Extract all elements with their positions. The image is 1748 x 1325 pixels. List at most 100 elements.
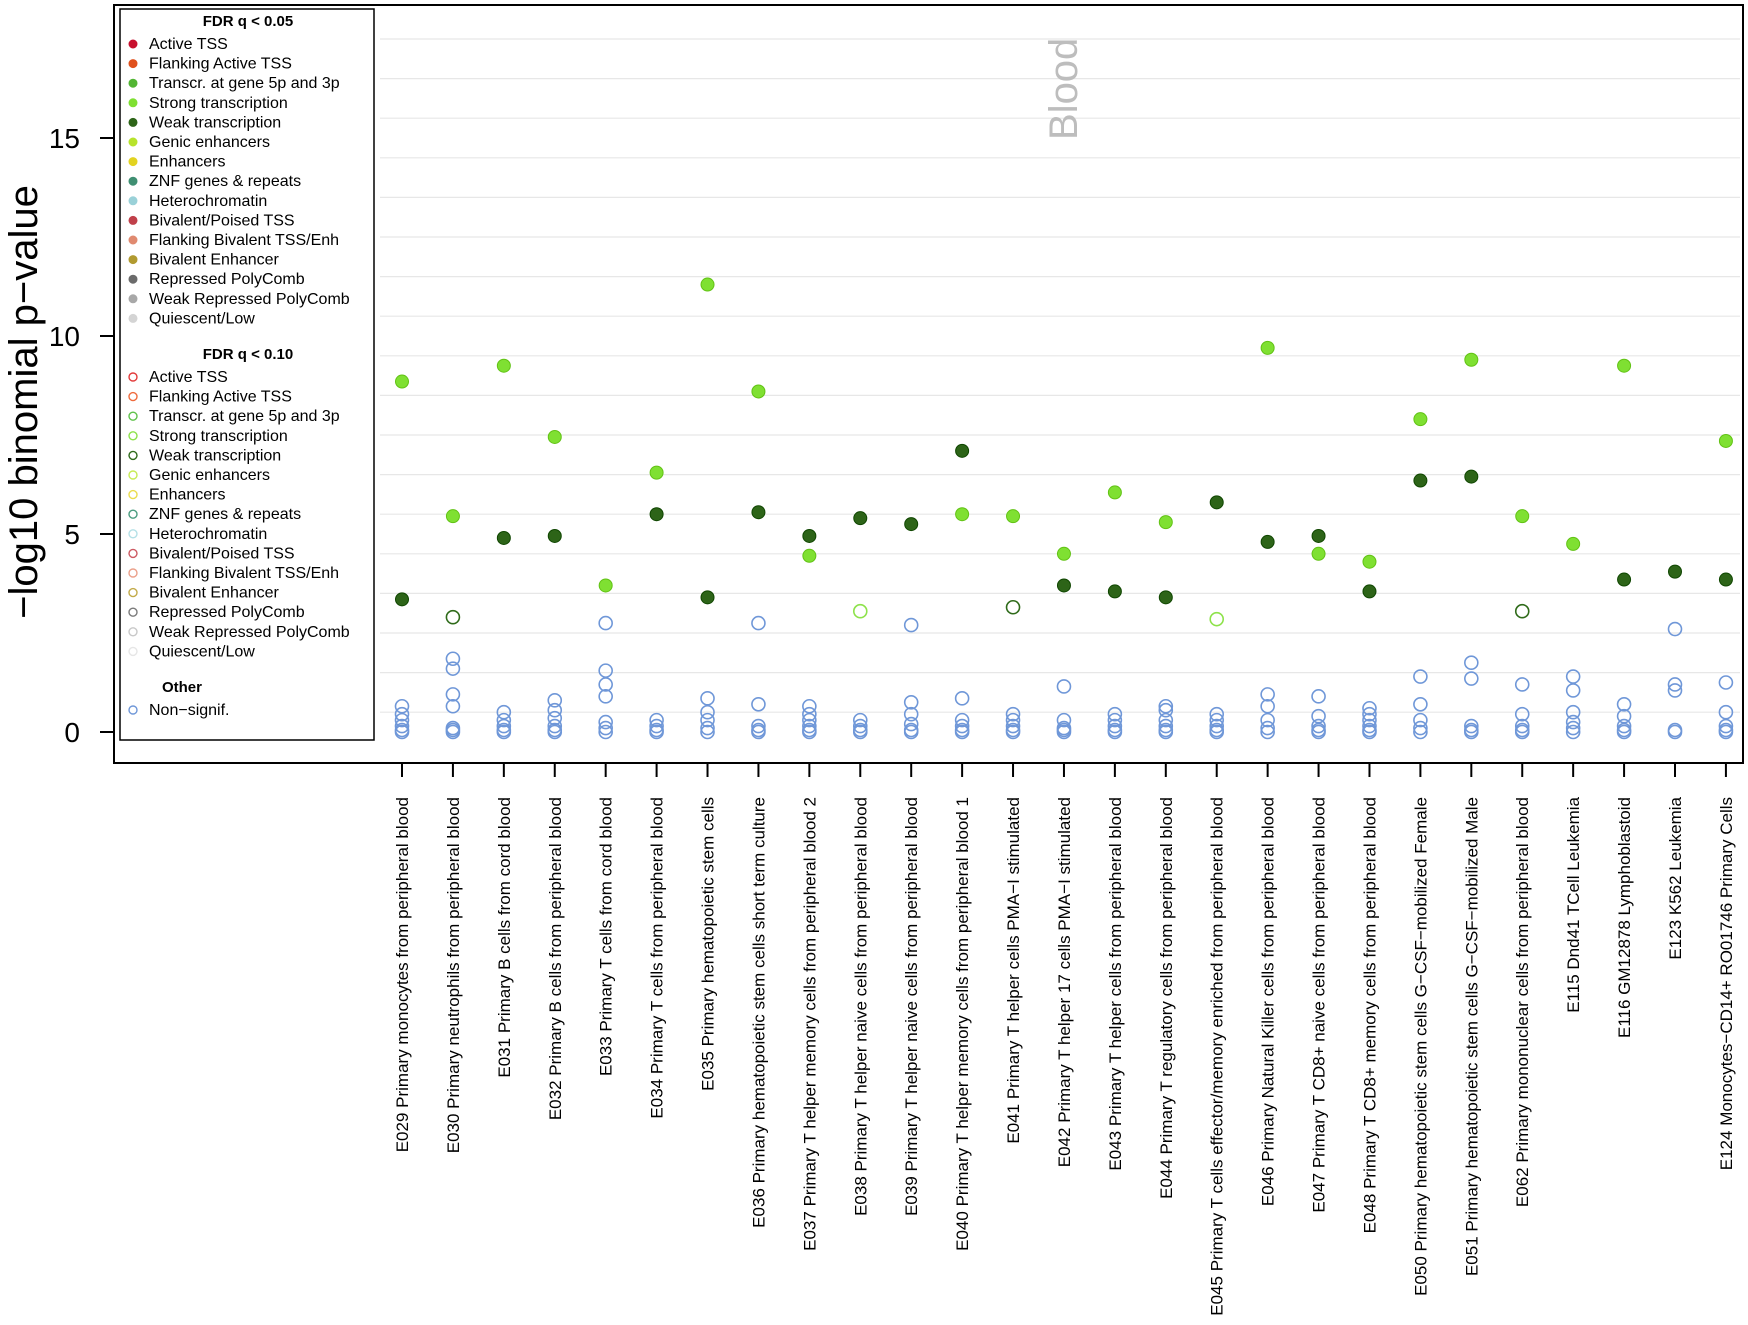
legend-item-label: Non−signif. — [149, 702, 230, 719]
data-point — [1718, 433, 1733, 448]
data-point — [903, 706, 919, 722]
x-tick-label: E036 Primary hematopoietic stem cells sh… — [749, 797, 768, 1228]
x-tick-label: E045 Primary T cells effector/memory enr… — [1208, 797, 1227, 1316]
data-point — [1514, 722, 1530, 738]
data-point — [1311, 528, 1326, 543]
x-tick-label: E047 Primary T CD8+ naive cells from per… — [1310, 797, 1329, 1213]
data-point — [802, 706, 817, 722]
x-tick-label: E051 Primary hematopoietic stem cells G−… — [1462, 797, 1481, 1276]
data-point — [1260, 340, 1275, 355]
legend-marker — [128, 489, 138, 500]
legend-item-label: Flanking Active TSS — [149, 389, 292, 406]
legend-marker — [128, 215, 138, 225]
data-point — [955, 507, 970, 522]
x-tick-label: E033 Primary T cells from cord blood — [597, 797, 616, 1076]
data-point — [1107, 584, 1122, 599]
data-point — [1413, 724, 1428, 740]
data-point — [700, 704, 715, 720]
legend-marker — [128, 98, 138, 108]
x-tick-label: E046 Primary Natural Killer cells from p… — [1259, 797, 1278, 1206]
x-tick-label: E124 Monocytes−CD14+ RO01746 Primary Cel… — [1717, 797, 1736, 1170]
data-point — [1667, 621, 1683, 637]
data-point — [852, 712, 868, 728]
data-point — [1005, 712, 1021, 728]
legend-marker — [128, 78, 138, 88]
data-point — [649, 507, 664, 522]
data-point — [852, 718, 868, 734]
data-point — [954, 712, 970, 728]
legend-item-label: Repressed PolyComb — [149, 604, 305, 621]
data-point — [1107, 485, 1122, 500]
data-point — [1158, 702, 1174, 718]
data-point — [496, 722, 512, 738]
data-point — [1362, 584, 1377, 599]
data-point — [1616, 718, 1632, 734]
panel-label: Blood — [1042, 38, 1086, 140]
data-point — [1005, 599, 1021, 615]
data-point — [445, 509, 460, 524]
legend-marker — [128, 39, 138, 49]
data-point — [445, 687, 461, 702]
legend-section-title: Other — [162, 679, 202, 696]
data-point — [903, 617, 919, 633]
data-point — [852, 603, 868, 619]
data-point — [802, 548, 817, 563]
legend-marker — [128, 294, 138, 304]
legend-marker — [128, 255, 138, 265]
legend-item-label: Enhancers — [149, 487, 226, 504]
data-point — [547, 528, 562, 543]
legend-marker — [128, 568, 138, 578]
legend-item-label: Enhancers — [149, 154, 226, 171]
data-point — [1667, 677, 1683, 692]
data-point — [1209, 495, 1224, 510]
data-point — [1718, 722, 1734, 738]
data-point — [547, 429, 562, 444]
legend-item-label: Strong transcription — [149, 428, 288, 445]
data-point — [751, 722, 766, 738]
data-point — [802, 528, 817, 543]
x-tick-label: E039 Primary T helper naive cells from p… — [902, 797, 921, 1216]
data-point — [1566, 536, 1581, 551]
legend-marker — [128, 450, 138, 461]
data-point — [445, 661, 461, 676]
data-point — [445, 651, 461, 667]
data-point — [1514, 706, 1530, 722]
legend-item-label: Active TSS — [149, 369, 228, 386]
legend-item-label: Strong transcription — [149, 95, 288, 112]
data-point — [1616, 696, 1632, 712]
data-point — [1565, 714, 1581, 730]
legend-marker — [128, 548, 138, 559]
legend-marker — [128, 646, 138, 657]
data-point — [1616, 708, 1632, 724]
x-tick-label: E116 GM12878 Lymphoblastoid — [1615, 797, 1634, 1038]
data-point — [1311, 546, 1326, 561]
data-point — [1464, 655, 1479, 671]
data-point — [496, 530, 511, 545]
data-point — [1718, 572, 1733, 587]
data-point — [598, 677, 613, 692]
data-point — [1413, 412, 1428, 427]
data-point — [1362, 706, 1377, 722]
legend-item-label: Bivalent/Poised TSS — [149, 212, 295, 229]
x-tick-label: E062 Primary mononuclear cells from peri… — [1513, 797, 1532, 1207]
data-point — [1413, 669, 1428, 684]
data-point — [852, 722, 868, 738]
x-tick-label: E035 Primary hematopoietic stem cells — [699, 797, 718, 1091]
legend-item-label: Bivalent/Poised TSS — [149, 545, 295, 562]
data-point — [1311, 708, 1326, 724]
data-point — [955, 443, 970, 458]
data-point — [802, 718, 817, 734]
data-point — [1005, 718, 1021, 734]
data-point — [1158, 515, 1173, 530]
data-point — [802, 712, 817, 728]
data-point — [394, 718, 410, 734]
gridlines — [380, 38, 1740, 713]
data-point — [496, 718, 512, 734]
legend-item-label: Flanking Bivalent TSS/Enh — [149, 232, 339, 249]
data-point — [1413, 473, 1428, 488]
data-point — [598, 720, 613, 736]
legend-marker — [128, 235, 138, 245]
legend-marker — [128, 529, 138, 539]
x-tick-label: E037 Primary T helper memory cells from … — [800, 797, 819, 1251]
legend-item-label: Transcr. at gene 5p and 3p — [149, 408, 340, 425]
